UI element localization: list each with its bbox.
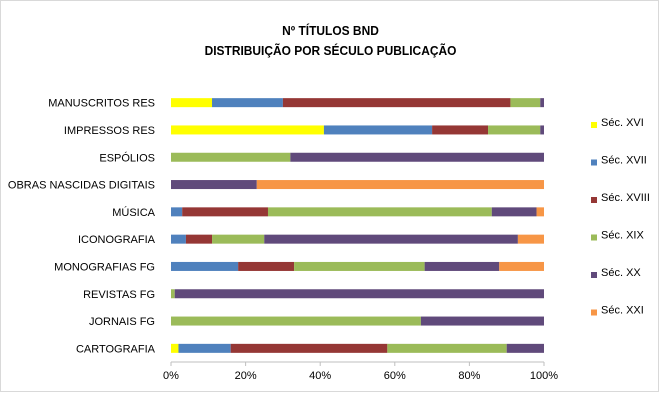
bar-segment-7-5 <box>424 261 500 271</box>
category-label: REVISTAS FG <box>83 289 155 301</box>
x-tick-label: 60% <box>384 370 406 382</box>
bar-segment-10-2 <box>178 343 231 353</box>
legend-label: Séc. XXI <box>601 305 644 317</box>
legend-label: Séc. XVII <box>601 155 647 167</box>
bar-segment-1-1 <box>171 98 213 108</box>
bar-segment-4-5 <box>171 180 257 190</box>
legend-label: Séc. XVIII <box>601 192 650 204</box>
category-label: ICONOGRAFIA <box>78 234 156 246</box>
bar-segment-2-5 <box>540 125 544 135</box>
x-tick-label: 100% <box>530 370 558 382</box>
bar-segment-4-6 <box>256 180 544 190</box>
category-label: JORNAIS FG <box>89 316 155 328</box>
bar-segment-8-5 <box>174 289 545 299</box>
chart-title: Nº TÍTULOS BND <box>282 23 379 38</box>
bar-segment-2-4 <box>488 125 541 135</box>
bar-segment-3-5 <box>290 152 544 162</box>
legend-swatch <box>591 234 597 241</box>
bar-segment-2-1 <box>171 125 324 135</box>
bar-segment-5-2 <box>171 207 183 217</box>
bar-segment-9-4 <box>171 316 421 326</box>
bar-segment-10-3 <box>230 343 388 353</box>
legend-swatch <box>591 309 597 316</box>
bar-segment-7-6 <box>499 261 544 271</box>
bar-segment-6-6 <box>517 234 544 244</box>
category-label: CARTOGRAFIA <box>76 343 156 355</box>
category-label: ESPÓLIOS <box>99 151 155 164</box>
x-tick-label: 0% <box>163 370 179 382</box>
bar-segment-7-3 <box>238 261 295 271</box>
bar-segment-5-6 <box>536 207 544 217</box>
bar-segment-5-4 <box>267 207 492 217</box>
chart-title-block: Nº TÍTULOS BND DISTRIBUIÇÃO POR SÉCULO P… <box>27 21 633 61</box>
legend-label: Séc. XX <box>601 267 641 279</box>
bar-segment-8-4 <box>171 289 175 299</box>
category-label: OBRAS NASCIDAS DIGITAIS <box>8 180 155 192</box>
bar-segment-5-3 <box>182 207 268 217</box>
category-label: MÚSICA <box>112 206 155 219</box>
category-label: IMPRESSOS RES <box>64 125 155 137</box>
x-tick-label: 20% <box>235 370 257 382</box>
legend-label: Séc. XVI <box>601 117 644 129</box>
bar-segment-1-4 <box>510 98 541 108</box>
bar-segment-7-4 <box>294 261 425 271</box>
legend-swatch <box>591 272 597 278</box>
x-tick-label: 80% <box>458 370 480 382</box>
category-label: MANUSCRITOS RES <box>48 98 155 110</box>
bar-segment-6-4 <box>212 234 265 244</box>
x-tick-label: 40% <box>309 370 331 382</box>
bar-segment-3-4 <box>171 152 291 162</box>
legend-swatch <box>591 197 597 203</box>
legend-swatch <box>591 122 597 128</box>
bar-segment-10-4 <box>387 343 507 353</box>
chart-subtitle: DISTRIBUIÇÃO POR SÉCULO PUBLICAÇÃO <box>204 43 457 58</box>
bar-segment-1-3 <box>282 98 511 108</box>
category-label: MONOGRAFIAS FG <box>54 261 155 273</box>
legend-label: Séc. XIX <box>601 230 644 242</box>
bar-segment-9-5 <box>420 316 544 326</box>
bar-segment-6-5 <box>264 234 518 244</box>
bar-segment-10-5 <box>506 343 544 353</box>
bar-segment-2-2 <box>323 125 433 135</box>
bar-segment-10-1 <box>171 343 179 353</box>
bar-segment-2-3 <box>432 125 489 135</box>
bar-segment-1-2 <box>212 98 283 108</box>
bar-segment-7-2 <box>171 261 239 271</box>
bar-segment-6-2 <box>171 234 186 244</box>
bar-segment-1-5 <box>540 98 544 108</box>
bar-segment-6-3 <box>185 234 213 244</box>
legend-swatch <box>591 159 597 166</box>
bar-segment-5-5 <box>491 207 537 217</box>
